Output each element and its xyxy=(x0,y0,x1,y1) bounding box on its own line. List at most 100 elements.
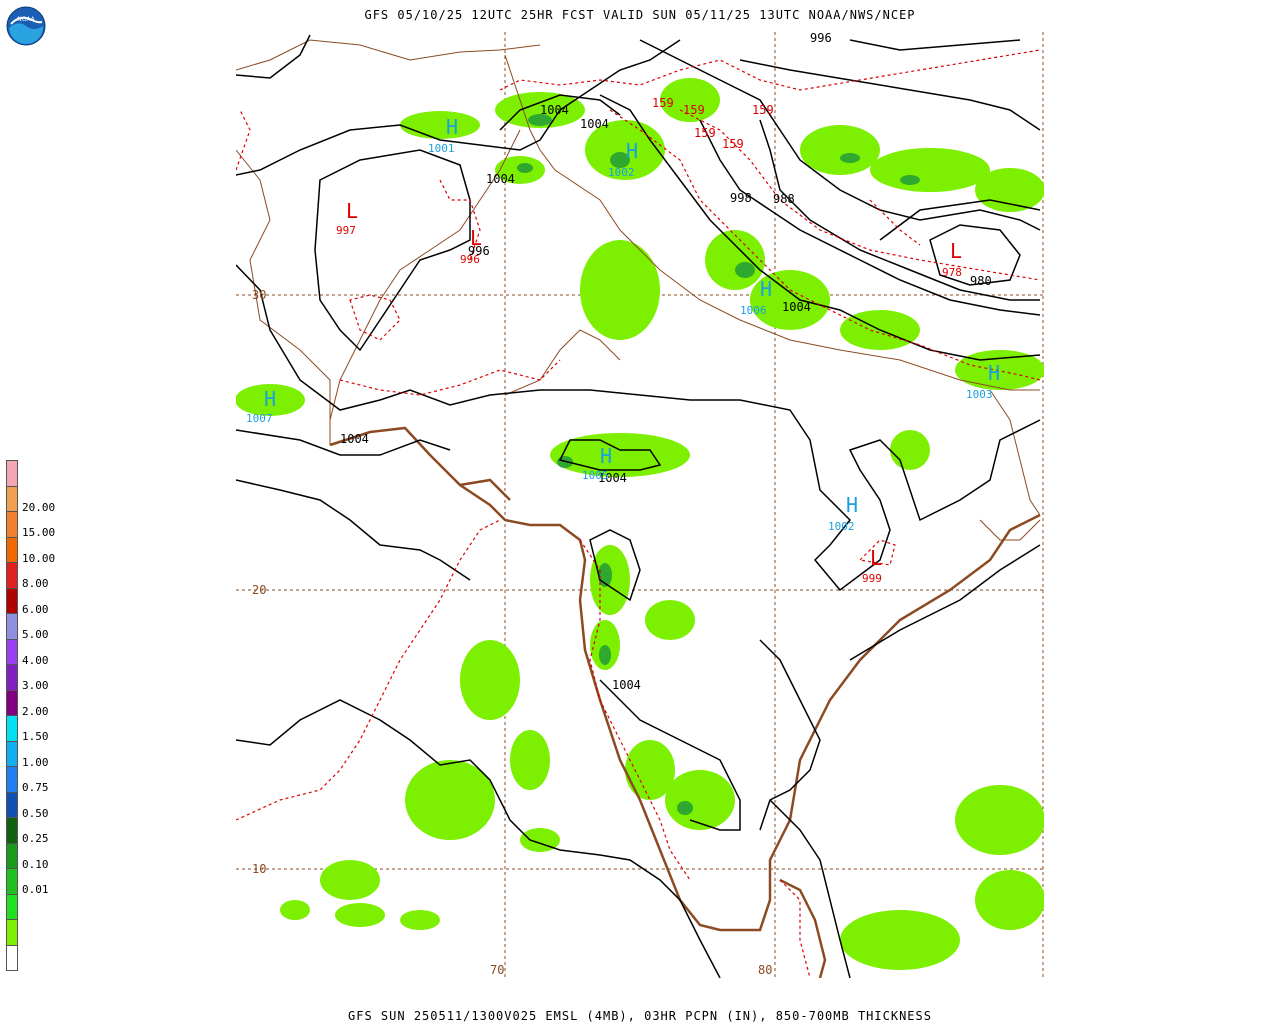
high-center: H 1007 xyxy=(246,387,276,425)
isobar-label: 996 xyxy=(810,31,832,45)
legend-swatch xyxy=(6,740,18,767)
legend-label: 1.00 xyxy=(22,755,49,769)
svg-text:1005: 1005 xyxy=(582,469,609,482)
legend-swatch xyxy=(6,766,18,793)
legend-swatch xyxy=(6,511,18,538)
isobar-label: 1004 xyxy=(598,471,627,485)
coastlines xyxy=(329,426,1041,978)
legend-swatch xyxy=(6,638,18,665)
legend-swatch xyxy=(6,485,18,512)
high-center: H 1002 xyxy=(608,139,638,179)
isobar-label: 998 xyxy=(730,191,752,205)
thickness-label: 159 xyxy=(652,96,674,110)
legend-label: 20.00 xyxy=(22,500,56,514)
legend-swatch xyxy=(6,868,18,895)
isobar-label: 1004 xyxy=(540,103,569,117)
legend-label: 3.00 xyxy=(22,679,49,692)
political-borders xyxy=(236,39,1041,541)
isobar-label: 988 xyxy=(773,192,795,206)
isobar-label: 1004 xyxy=(612,678,641,692)
svg-text:H: H xyxy=(446,115,458,139)
legend-label: 0.25 xyxy=(22,832,49,845)
legend-swatch xyxy=(6,842,18,869)
svg-text:H: H xyxy=(760,277,772,301)
legend-swatch xyxy=(6,587,18,614)
legend-label: 8.00 xyxy=(22,577,49,590)
svg-text:1001: 1001 xyxy=(428,142,455,155)
thickness-labels: 159 159 159 159 159 xyxy=(652,96,774,151)
high-center: H 1006 xyxy=(740,277,772,317)
svg-text:978: 978 xyxy=(942,266,962,279)
noaa-logo: NOAA xyxy=(6,6,46,46)
isobars xyxy=(236,34,1041,978)
high-center: H 1005 xyxy=(582,444,612,482)
lon-label-80: 80 xyxy=(758,963,772,977)
precip-heavy xyxy=(517,114,920,815)
thickness-label: 159 xyxy=(722,137,744,151)
legend-label: 2.00 xyxy=(22,704,49,718)
isobar-label: 1004 xyxy=(580,117,609,131)
svg-text:L: L xyxy=(470,226,482,250)
legend-swatch xyxy=(6,460,18,487)
thickness-label: 159 xyxy=(752,103,774,117)
svg-text:L: L xyxy=(950,239,962,263)
high-center: H 1001 xyxy=(428,115,458,155)
precip-areas xyxy=(236,78,1044,970)
legend-swatch xyxy=(6,791,18,818)
high-center: H 1002 xyxy=(828,493,858,533)
map-subtitle: GFS SUN 250511/1300V025 EMSL (4MB), 03HR… xyxy=(348,1009,932,1023)
map-title: GFS 05/10/25 12UTC 25HR FCST VALID SUN 0… xyxy=(364,8,916,22)
legend-swatch xyxy=(6,536,18,563)
thickness-label: 159 xyxy=(694,126,716,140)
legend-label: 5.00 xyxy=(22,628,49,641)
thickness-label: 159 xyxy=(683,103,705,117)
lat-label-20: 20 xyxy=(252,583,266,597)
isobar-label: 1004 xyxy=(782,300,811,314)
svg-text:H: H xyxy=(988,361,1000,385)
svg-text:H: H xyxy=(846,493,858,517)
legend-swatch xyxy=(6,562,18,589)
legend-label: 10.00 xyxy=(22,551,56,565)
grid-labels: 30 20 10 70 80 xyxy=(252,288,772,977)
high-center: H 1003 xyxy=(966,361,1000,401)
legend-label: 0.75 xyxy=(22,781,49,794)
legend-swatch xyxy=(6,664,18,691)
low-center: L 978 xyxy=(942,239,962,279)
thickness-contours xyxy=(236,49,1041,978)
lat-label-10: 10 xyxy=(252,862,266,876)
isobar-label: 980 xyxy=(970,274,992,288)
lon-label-70: 70 xyxy=(490,963,504,977)
lat-label-30: 30 xyxy=(252,288,266,302)
svg-text:L: L xyxy=(870,546,882,570)
svg-text:999: 999 xyxy=(862,572,882,585)
svg-text:997: 997 xyxy=(336,224,356,237)
legend-label: 0.10 xyxy=(22,857,49,871)
legend-label: 4.00 xyxy=(22,653,49,667)
isobar-label: 1004 xyxy=(486,172,515,186)
legend-label: 1.50 xyxy=(22,730,49,743)
legend-label: 0.50 xyxy=(22,806,49,820)
legend-swatch xyxy=(6,715,18,742)
isobar-label: 996 xyxy=(468,244,490,258)
svg-text:1006: 1006 xyxy=(740,304,767,317)
legend-label: 0.01 xyxy=(22,883,49,896)
svg-text:H: H xyxy=(264,387,276,411)
svg-text:1002: 1002 xyxy=(828,520,855,533)
legend-label: 15.00 xyxy=(22,526,56,539)
isobar-label: 1004 xyxy=(340,432,369,446)
isobar-labels: 996 1004 1004 1004 996 998 988 1004 1004… xyxy=(340,31,992,692)
noaa-logo-text: NOAA xyxy=(17,16,35,23)
svg-text:H: H xyxy=(626,139,638,163)
svg-text:1003: 1003 xyxy=(966,388,993,401)
legend-label: 6.00 xyxy=(22,602,49,616)
legend-swatch xyxy=(6,689,18,716)
svg-text:1002: 1002 xyxy=(608,166,635,179)
legend-swatch xyxy=(6,613,18,640)
low-center: L 996 xyxy=(460,226,482,266)
legend-swatch xyxy=(6,919,18,946)
svg-text:H: H xyxy=(600,444,612,468)
svg-text:1007: 1007 xyxy=(246,412,273,425)
low-center: L 999 xyxy=(862,546,882,585)
legend-swatch xyxy=(6,817,18,844)
